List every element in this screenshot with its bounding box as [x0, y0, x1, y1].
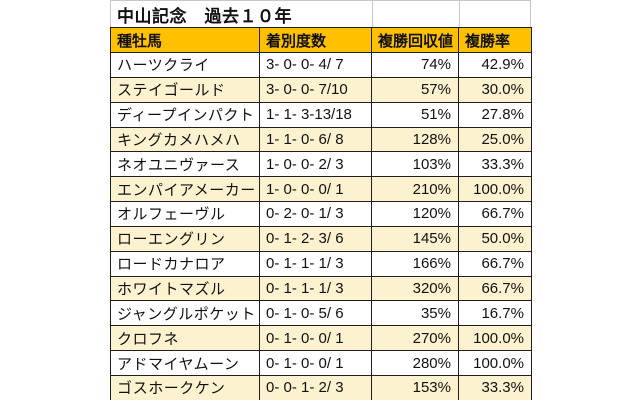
- cell-place-rate: 66.7%: [458, 275, 532, 302]
- cell-place-rate: 42.9%: [458, 52, 532, 78]
- table-row: ステイゴールド 3- 0- 0- 7/10 57% 30.0%: [110, 76, 532, 103]
- cell-place-return: 280%: [371, 350, 459, 376]
- cell-place-rate: 16.7%: [458, 300, 532, 327]
- cell-sire: ゴスホークケン: [110, 374, 260, 400]
- cell-record: 0- 1- 1- 1/ 3: [259, 250, 372, 277]
- cell-place-return: 210%: [371, 176, 459, 203]
- cell-sire: オルフェーヴル: [110, 201, 260, 227]
- table-body: ハーツクライ 3- 0- 0- 4/ 7 74% 42.9% ステイゴールド 3- 0- …: [110, 52, 532, 400]
- cell-record: 1- 0- 0- 2/ 3: [259, 151, 372, 178]
- col-header-place-rate: 複勝率: [458, 27, 532, 53]
- cell-record: 0- 1- 0- 0/ 1: [259, 325, 372, 352]
- cell-place-return: 120%: [371, 201, 459, 227]
- cell-place-return: 35%: [371, 300, 459, 327]
- cell-record: 3- 0- 0- 7/10: [259, 76, 372, 103]
- table-row: ネオユニヴァース 1- 0- 0- 2/ 3 103% 33.3%: [110, 151, 532, 178]
- table-row: ロードカナロア 0- 1- 1- 1/ 3 166% 66.7%: [110, 250, 532, 277]
- cell-place-rate: 66.7%: [458, 201, 532, 227]
- cell-sire: エンパイアメーカー: [110, 176, 260, 203]
- table-row: ハーツクライ 3- 0- 0- 4/ 7 74% 42.9%: [110, 52, 532, 78]
- table-row: オルフェーヴル 0- 2- 0- 1/ 3 120% 66.7%: [110, 201, 532, 227]
- cell-sire: ディープインパクト: [110, 101, 260, 128]
- cell-sire: ロードカナロア: [110, 250, 260, 277]
- cell-record: 3- 0- 0- 4/ 7: [259, 52, 372, 78]
- title-row: 中山記念 過去１０年: [110, 0, 531, 27]
- cell-sire: ホワイトマズル: [110, 275, 260, 302]
- cell-record: 1- 1- 0- 6/ 8: [259, 126, 372, 153]
- cell-sire: ハーツクライ: [110, 52, 260, 78]
- gridline: [459, 1, 460, 27]
- cell-sire: ネオユニヴァース: [110, 151, 260, 178]
- table-row: ホワイトマズル 0- 1- 1- 1/ 3 320% 66.7%: [110, 275, 532, 302]
- cell-record: 0- 1- 0- 5/ 6: [259, 300, 372, 327]
- cell-place-rate: 50.0%: [458, 225, 532, 252]
- table-row: アドマイヤムーン 0- 1- 0- 0/ 1 280% 100.0%: [110, 350, 532, 376]
- cell-record: 0- 0- 1- 2/ 3: [259, 374, 372, 400]
- cell-sire: ローエングリン: [110, 225, 260, 252]
- table-row: エンパイアメーカー 1- 0- 0- 0/ 1 210% 100.0%: [110, 176, 532, 203]
- table-row: ローエングリン 0- 1- 2- 3/ 6 145% 50.0%: [110, 225, 532, 252]
- cell-place-rate: 25.0%: [458, 126, 532, 153]
- cell-record: 1- 1- 3-13/18: [259, 101, 372, 128]
- cell-sire: アドマイヤムーン: [110, 350, 260, 376]
- sire-stats-table: 種牡馬 着別度数 複勝回収値 複勝率 ハーツクライ 3- 0- 0- 4/ 7 74…: [110, 27, 532, 400]
- cell-place-rate: 33.3%: [458, 151, 532, 178]
- cell-place-rate: 33.3%: [458, 374, 532, 400]
- cell-sire: クロフネ: [110, 325, 260, 352]
- table-row: ゴスホークケン 0- 0- 1- 2/ 3 153% 33.3%: [110, 374, 532, 400]
- table-row: キングカメハメハ 1- 1- 0- 6/ 8 128% 25.0%: [110, 126, 532, 153]
- cell-place-return: 145%: [371, 225, 459, 252]
- table-row: クロフネ 0- 1- 0- 0/ 1 270% 100.0%: [110, 325, 532, 352]
- cell-place-rate: 27.8%: [458, 101, 532, 128]
- cell-record: 1- 0- 0- 0/ 1: [259, 176, 372, 203]
- cell-place-rate: 30.0%: [458, 76, 532, 103]
- cell-record: 0- 1- 1- 1/ 3: [259, 275, 372, 302]
- cell-place-return: 103%: [371, 151, 459, 178]
- cell-place-return: 57%: [371, 76, 459, 103]
- cell-record: 0- 1- 2- 3/ 6: [259, 225, 372, 252]
- cell-sire: ステイゴールド: [110, 76, 260, 103]
- cell-sire: キングカメハメハ: [110, 126, 260, 153]
- cell-place-return: 270%: [371, 325, 459, 352]
- sheet-area: 中山記念 過去１０年 種牡馬 着別度数 複勝回収値 複勝率 ハーツクライ 3- 0…: [110, 0, 532, 400]
- col-header-place-return: 複勝回収値: [371, 27, 459, 53]
- cell-place-return: 51%: [371, 101, 459, 128]
- cell-place-return: 74%: [371, 52, 459, 78]
- cell-place-return: 320%: [371, 275, 459, 302]
- cell-place-rate: 66.7%: [458, 250, 532, 277]
- cell-place-rate: 100.0%: [458, 325, 532, 352]
- gridline: [372, 1, 373, 27]
- header-row: 種牡馬 着別度数 複勝回収値 複勝率: [110, 27, 532, 53]
- cell-place-rate: 100.0%: [458, 176, 532, 203]
- cell-record: 0- 1- 0- 0/ 1: [259, 350, 372, 376]
- cell-sire: ジャングルポケット: [110, 300, 260, 327]
- col-header-record: 着別度数: [259, 27, 372, 53]
- table-row: ディープインパクト 1- 1- 3-13/18 51% 27.8%: [110, 101, 532, 128]
- cell-record: 0- 2- 0- 1/ 3: [259, 201, 372, 227]
- cell-place-return: 153%: [371, 374, 459, 400]
- col-header-sire: 種牡馬: [110, 27, 260, 53]
- table-title: 中山記念 過去１０年: [117, 6, 292, 26]
- cell-place-return: 166%: [371, 250, 459, 277]
- cell-place-rate: 100.0%: [458, 350, 532, 376]
- table-row: ジャングルポケット 0- 1- 0- 5/ 6 35% 16.7%: [110, 300, 532, 327]
- cell-place-return: 128%: [371, 126, 459, 153]
